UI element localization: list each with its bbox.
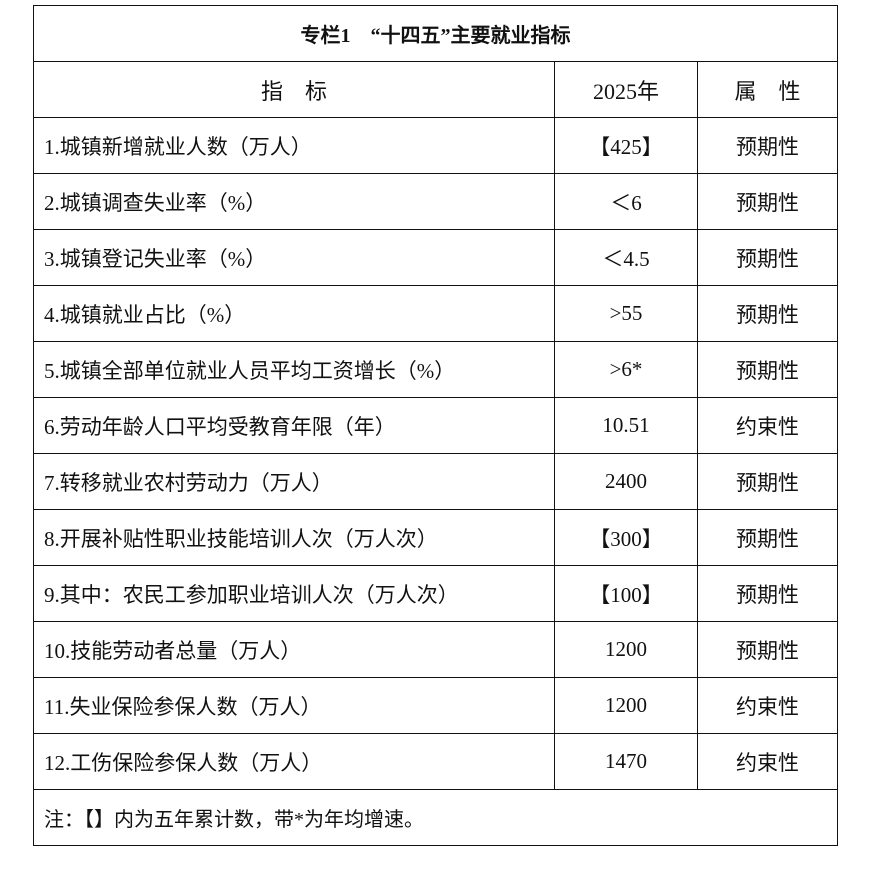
table-title: 专栏1 “十四五”主要就业指标 — [32, 5, 839, 62]
value-cell: 【300】 — [554, 509, 698, 566]
attribute-cell: 预期性 — [696, 173, 839, 230]
header-indicator: 指 标 — [33, 61, 555, 118]
indicator-cell: 1.城镇新增就业人数（万人） — [33, 117, 555, 174]
attribute-cell: 约束性 — [696, 733, 839, 790]
indicator-cell: 9.其中：农民工参加职业培训人次（万人次） — [33, 565, 555, 622]
indicator-cell: 11.失业保险参保人数（万人） — [33, 677, 555, 734]
attribute-cell: 预期性 — [696, 621, 839, 678]
value-cell: 【100】 — [554, 565, 698, 622]
table-row: 4.城镇就业占比（%） >55 预期性 — [33, 285, 839, 342]
value-cell: 【425】 — [554, 117, 698, 174]
header-year: 2025年 — [554, 61, 698, 118]
indicator-cell: 3.城镇登记失业率（%） — [33, 229, 555, 286]
value-cell: ＜6 — [554, 173, 698, 230]
value-cell: 1200 — [554, 677, 698, 734]
table-row: 9.其中：农民工参加职业培训人次（万人次） 【100】 预期性 — [33, 565, 839, 622]
table-row: 1.城镇新增就业人数（万人） 【425】 预期性 — [33, 117, 839, 174]
attribute-cell: 预期性 — [696, 117, 839, 174]
value-cell: >6* — [554, 341, 698, 398]
attribute-cell: 预期性 — [696, 341, 839, 398]
indicator-cell: 8.开展补贴性职业技能培训人次（万人次） — [33, 509, 555, 566]
attribute-cell: 约束性 — [696, 677, 839, 734]
table-row: 8.开展补贴性职业技能培训人次（万人次） 【300】 预期性 — [33, 509, 839, 566]
value-cell: 1470 — [554, 733, 698, 790]
table-row: 3.城镇登记失业率（%） ＜4.5 预期性 — [33, 229, 839, 286]
attribute-cell: 预期性 — [696, 453, 839, 510]
attribute-cell: 约束性 — [696, 397, 839, 454]
value-cell: >55 — [554, 285, 698, 342]
indicator-cell: 12.工伤保险参保人数（万人） — [33, 733, 555, 790]
note-row: 注：【】内为五年累计数，带*为年均增速。 — [32, 789, 839, 846]
value-cell: ＜4.5 — [554, 229, 698, 286]
table-title-row: 专栏1 “十四五”主要就业指标 — [32, 5, 839, 62]
indicator-cell: 7.转移就业农村劳动力（万人） — [33, 453, 555, 510]
attribute-cell: 预期性 — [696, 509, 839, 566]
table-row: 6.劳动年龄人口平均受教育年限（年） 10.51 约束性 — [33, 397, 839, 454]
table-row: 7.转移就业农村劳动力（万人） 2400 预期性 — [33, 453, 839, 510]
table-row: 12.工伤保险参保人数（万人） 1470 约束性 — [33, 733, 839, 790]
value-cell: 1200 — [554, 621, 698, 678]
attribute-cell: 预期性 — [696, 229, 839, 286]
table-row: 5.城镇全部单位就业人员平均工资增长（%） >6* 预期性 — [33, 341, 839, 398]
table-row: 11.失业保险参保人数（万人） 1200 约束性 — [33, 677, 839, 734]
table-header-row: 指 标 2025年 属 性 — [33, 61, 839, 118]
attribute-cell: 预期性 — [696, 285, 839, 342]
table-row: 2.城镇调查失业率（%） ＜6 预期性 — [33, 173, 839, 230]
indicator-cell: 6.劳动年龄人口平均受教育年限（年） — [33, 397, 555, 454]
attribute-cell: 预期性 — [696, 565, 839, 622]
table-row: 10.技能劳动者总量（万人） 1200 预期性 — [33, 621, 839, 678]
indicator-cell: 2.城镇调查失业率（%） — [33, 173, 555, 230]
header-attribute: 属 性 — [696, 61, 839, 118]
employment-indicators-table: 专栏1 “十四五”主要就业指标 指 标 2025年 属 性 1.城镇新增就业人数… — [32, 5, 839, 846]
table-note: 注：【】内为五年累计数，带*为年均增速。 — [32, 789, 839, 846]
indicator-cell: 10.技能劳动者总量（万人） — [33, 621, 555, 678]
value-cell: 2400 — [554, 453, 698, 510]
value-cell: 10.51 — [554, 397, 698, 454]
indicator-cell: 5.城镇全部单位就业人员平均工资增长（%） — [33, 341, 555, 398]
indicator-cell: 4.城镇就业占比（%） — [33, 285, 555, 342]
